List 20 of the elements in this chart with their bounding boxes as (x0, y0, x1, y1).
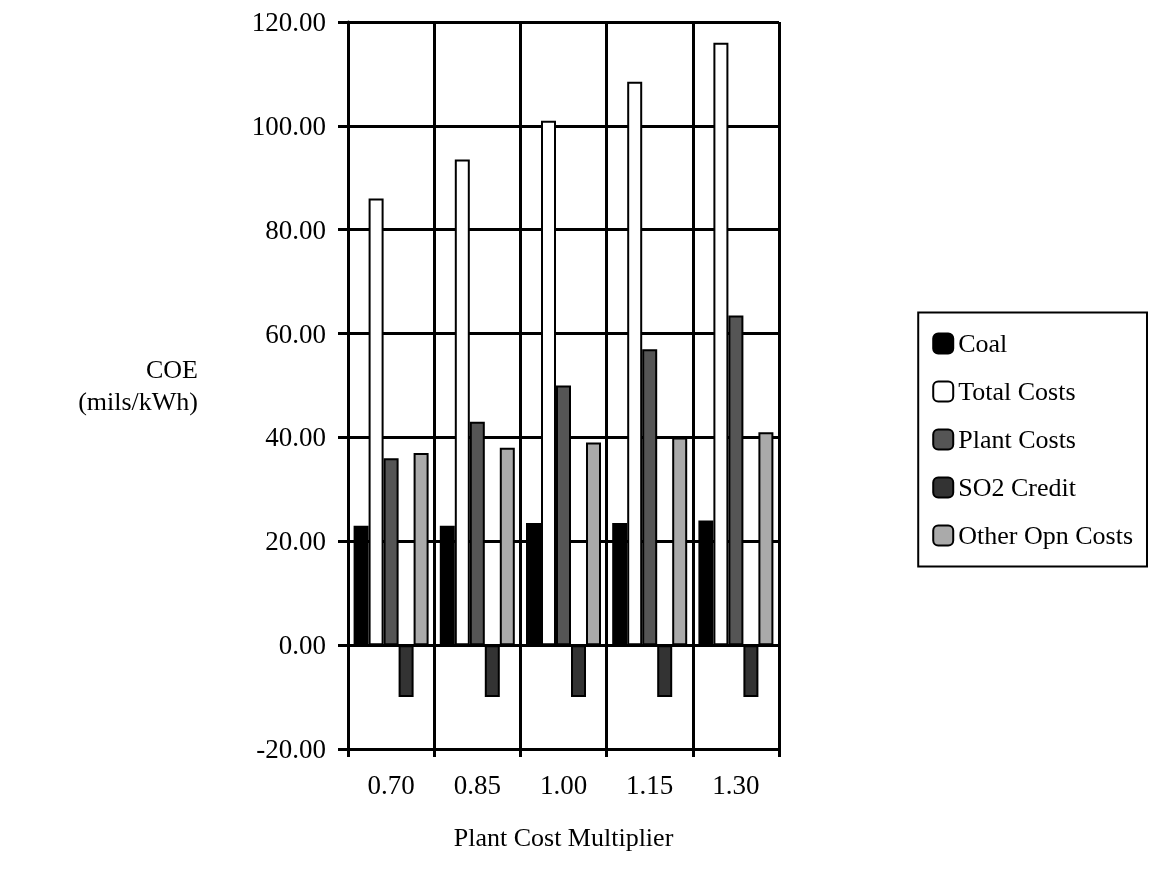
legend-label: Plant Costs (958, 425, 1076, 454)
y-tick-label: 60.00 (265, 318, 326, 349)
legend-label: SO2 Credit (958, 473, 1077, 502)
y-tick-label: 100.00 (251, 110, 326, 141)
y-axis-title: COE (mils/kWh) (78, 355, 198, 416)
y-tick-label: 120.00 (251, 7, 326, 37)
x-tick-label: 0.70 (367, 769, 415, 800)
x-axis-title: Plant Cost Multiplier (453, 822, 674, 852)
legend-label: Coal (958, 329, 1008, 358)
x-tick-label: 1.30 (712, 769, 760, 800)
y-tick-label: 40.00 (265, 422, 326, 453)
y-tick-label: 80.00 (265, 214, 326, 245)
y-tick-label: -20.00 (256, 734, 326, 764)
y-tick-label: 20.00 (265, 526, 326, 557)
legend-label: Total Costs (958, 377, 1076, 406)
x-tick-label: 0.85 (453, 769, 501, 800)
x-tick-label: 1.15 (626, 769, 674, 800)
x-tick-label: 1.00 (539, 769, 588, 800)
legend-label: Other Opn Costs (958, 521, 1133, 550)
y-tick-label: 0.00 (278, 630, 326, 661)
